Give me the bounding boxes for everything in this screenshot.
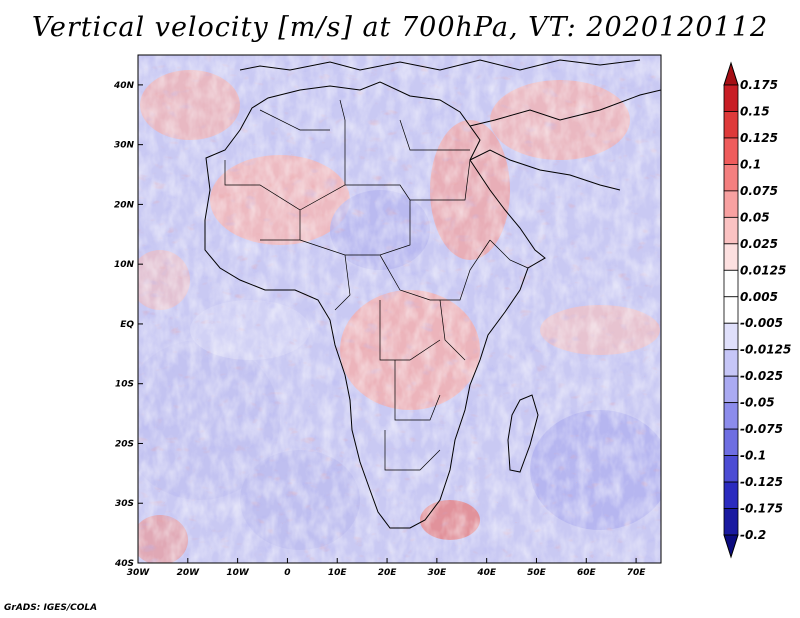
colorbar-label: 0.0125 bbox=[740, 263, 786, 277]
x-tick-label: 20E bbox=[378, 568, 398, 578]
colorbar-label: -0.1 bbox=[740, 449, 766, 463]
y-tick-label: 30S bbox=[115, 499, 134, 509]
x-tick-label: 60E bbox=[577, 568, 597, 578]
y-axis: 40S 30S 20S 10S EQ 10N 20N 30N 40N bbox=[113, 81, 143, 569]
x-axis: 30W 20W 10W 0 10E 20E 30E 40E 50E 60E 70E bbox=[127, 558, 647, 578]
colorbar-label: 0.075 bbox=[740, 184, 778, 198]
colorbar-label: -0.2 bbox=[740, 528, 766, 542]
colorbar-box bbox=[723, 216, 739, 245]
y-tick-label: 10N bbox=[114, 260, 135, 270]
y-tick-label: 40N bbox=[113, 81, 135, 91]
colorbar-label: 0.125 bbox=[740, 131, 778, 145]
colorbar-label: -0.175 bbox=[740, 502, 783, 516]
y-tick-label: 20N bbox=[114, 200, 135, 210]
colorbar-box bbox=[723, 349, 739, 377]
colorbar-box bbox=[723, 164, 739, 192]
colorbar-label: -0.125 bbox=[740, 475, 783, 489]
colorbar-bottom-arrow bbox=[723, 534, 739, 559]
colorbar-box bbox=[723, 428, 739, 456]
colorbar-label: 0.1 bbox=[740, 157, 761, 171]
y-tick-label: EQ bbox=[120, 320, 134, 330]
x-tick-label: 0 bbox=[284, 568, 290, 578]
colorbar-top-arrow bbox=[723, 61, 739, 86]
colorbar-box bbox=[723, 481, 739, 509]
colorbar-box bbox=[723, 84, 739, 112]
colorbar-box bbox=[723, 375, 739, 404]
colorbar-box bbox=[723, 269, 739, 298]
x-tick-label: 70E bbox=[627, 568, 647, 578]
colorbar-label: 0.15 bbox=[740, 104, 770, 118]
x-tick-label: 40E bbox=[476, 568, 497, 578]
x-tick-label: 20W bbox=[177, 568, 201, 578]
colorbar-label: -0.005 bbox=[740, 316, 783, 330]
coastlines bbox=[204, 59, 661, 529]
x-tick-label: 10E bbox=[328, 568, 348, 578]
colorbar-label: -0.05 bbox=[740, 396, 775, 410]
colorbar-label: -0.0125 bbox=[740, 343, 791, 357]
colorbar-label: -0.075 bbox=[740, 422, 783, 436]
colorbar-box bbox=[723, 455, 739, 483]
colorbar-label: 0.175 bbox=[740, 78, 778, 92]
colorbar: 0.175 0.15 0.125 0.1 0.075 0.05 0.025 0.0125 0.0… bbox=[723, 61, 791, 559]
y-tick-label: 10S bbox=[115, 380, 134, 390]
colorbar-label: 0.05 bbox=[740, 210, 770, 224]
colorbar-label: 0.025 bbox=[740, 237, 778, 251]
velocity-field bbox=[138, 55, 661, 563]
footer-credit: GrADS: IGES/COLA bbox=[4, 603, 98, 613]
colorbar-box bbox=[723, 111, 739, 139]
colorbar-box bbox=[723, 137, 739, 165]
colorbar-label: -0.025 bbox=[740, 369, 783, 383]
chart-title: Vertical velocity [m/s] at 700hPa, VT: 2… bbox=[31, 12, 769, 43]
y-tick-label: 40S bbox=[114, 559, 134, 569]
x-tick-label: 50E bbox=[527, 568, 547, 578]
y-tick-label: 20S bbox=[115, 439, 134, 449]
colorbar-box bbox=[723, 190, 739, 218]
map-frame bbox=[137, 54, 662, 564]
x-tick-label: 30E bbox=[428, 568, 448, 578]
x-tick-label: 30W bbox=[127, 568, 151, 578]
colorbar-box bbox=[723, 508, 739, 536]
colorbar-box bbox=[723, 243, 739, 271]
colorbar-box bbox=[723, 296, 739, 324]
y-tick-label: 30N bbox=[114, 141, 135, 151]
country-borders bbox=[224, 99, 529, 471]
colorbar-box bbox=[723, 322, 739, 351]
colorbar-box bbox=[723, 402, 739, 430]
colorbar-label: 0.005 bbox=[740, 290, 778, 304]
x-tick-label: 10W bbox=[226, 568, 250, 578]
